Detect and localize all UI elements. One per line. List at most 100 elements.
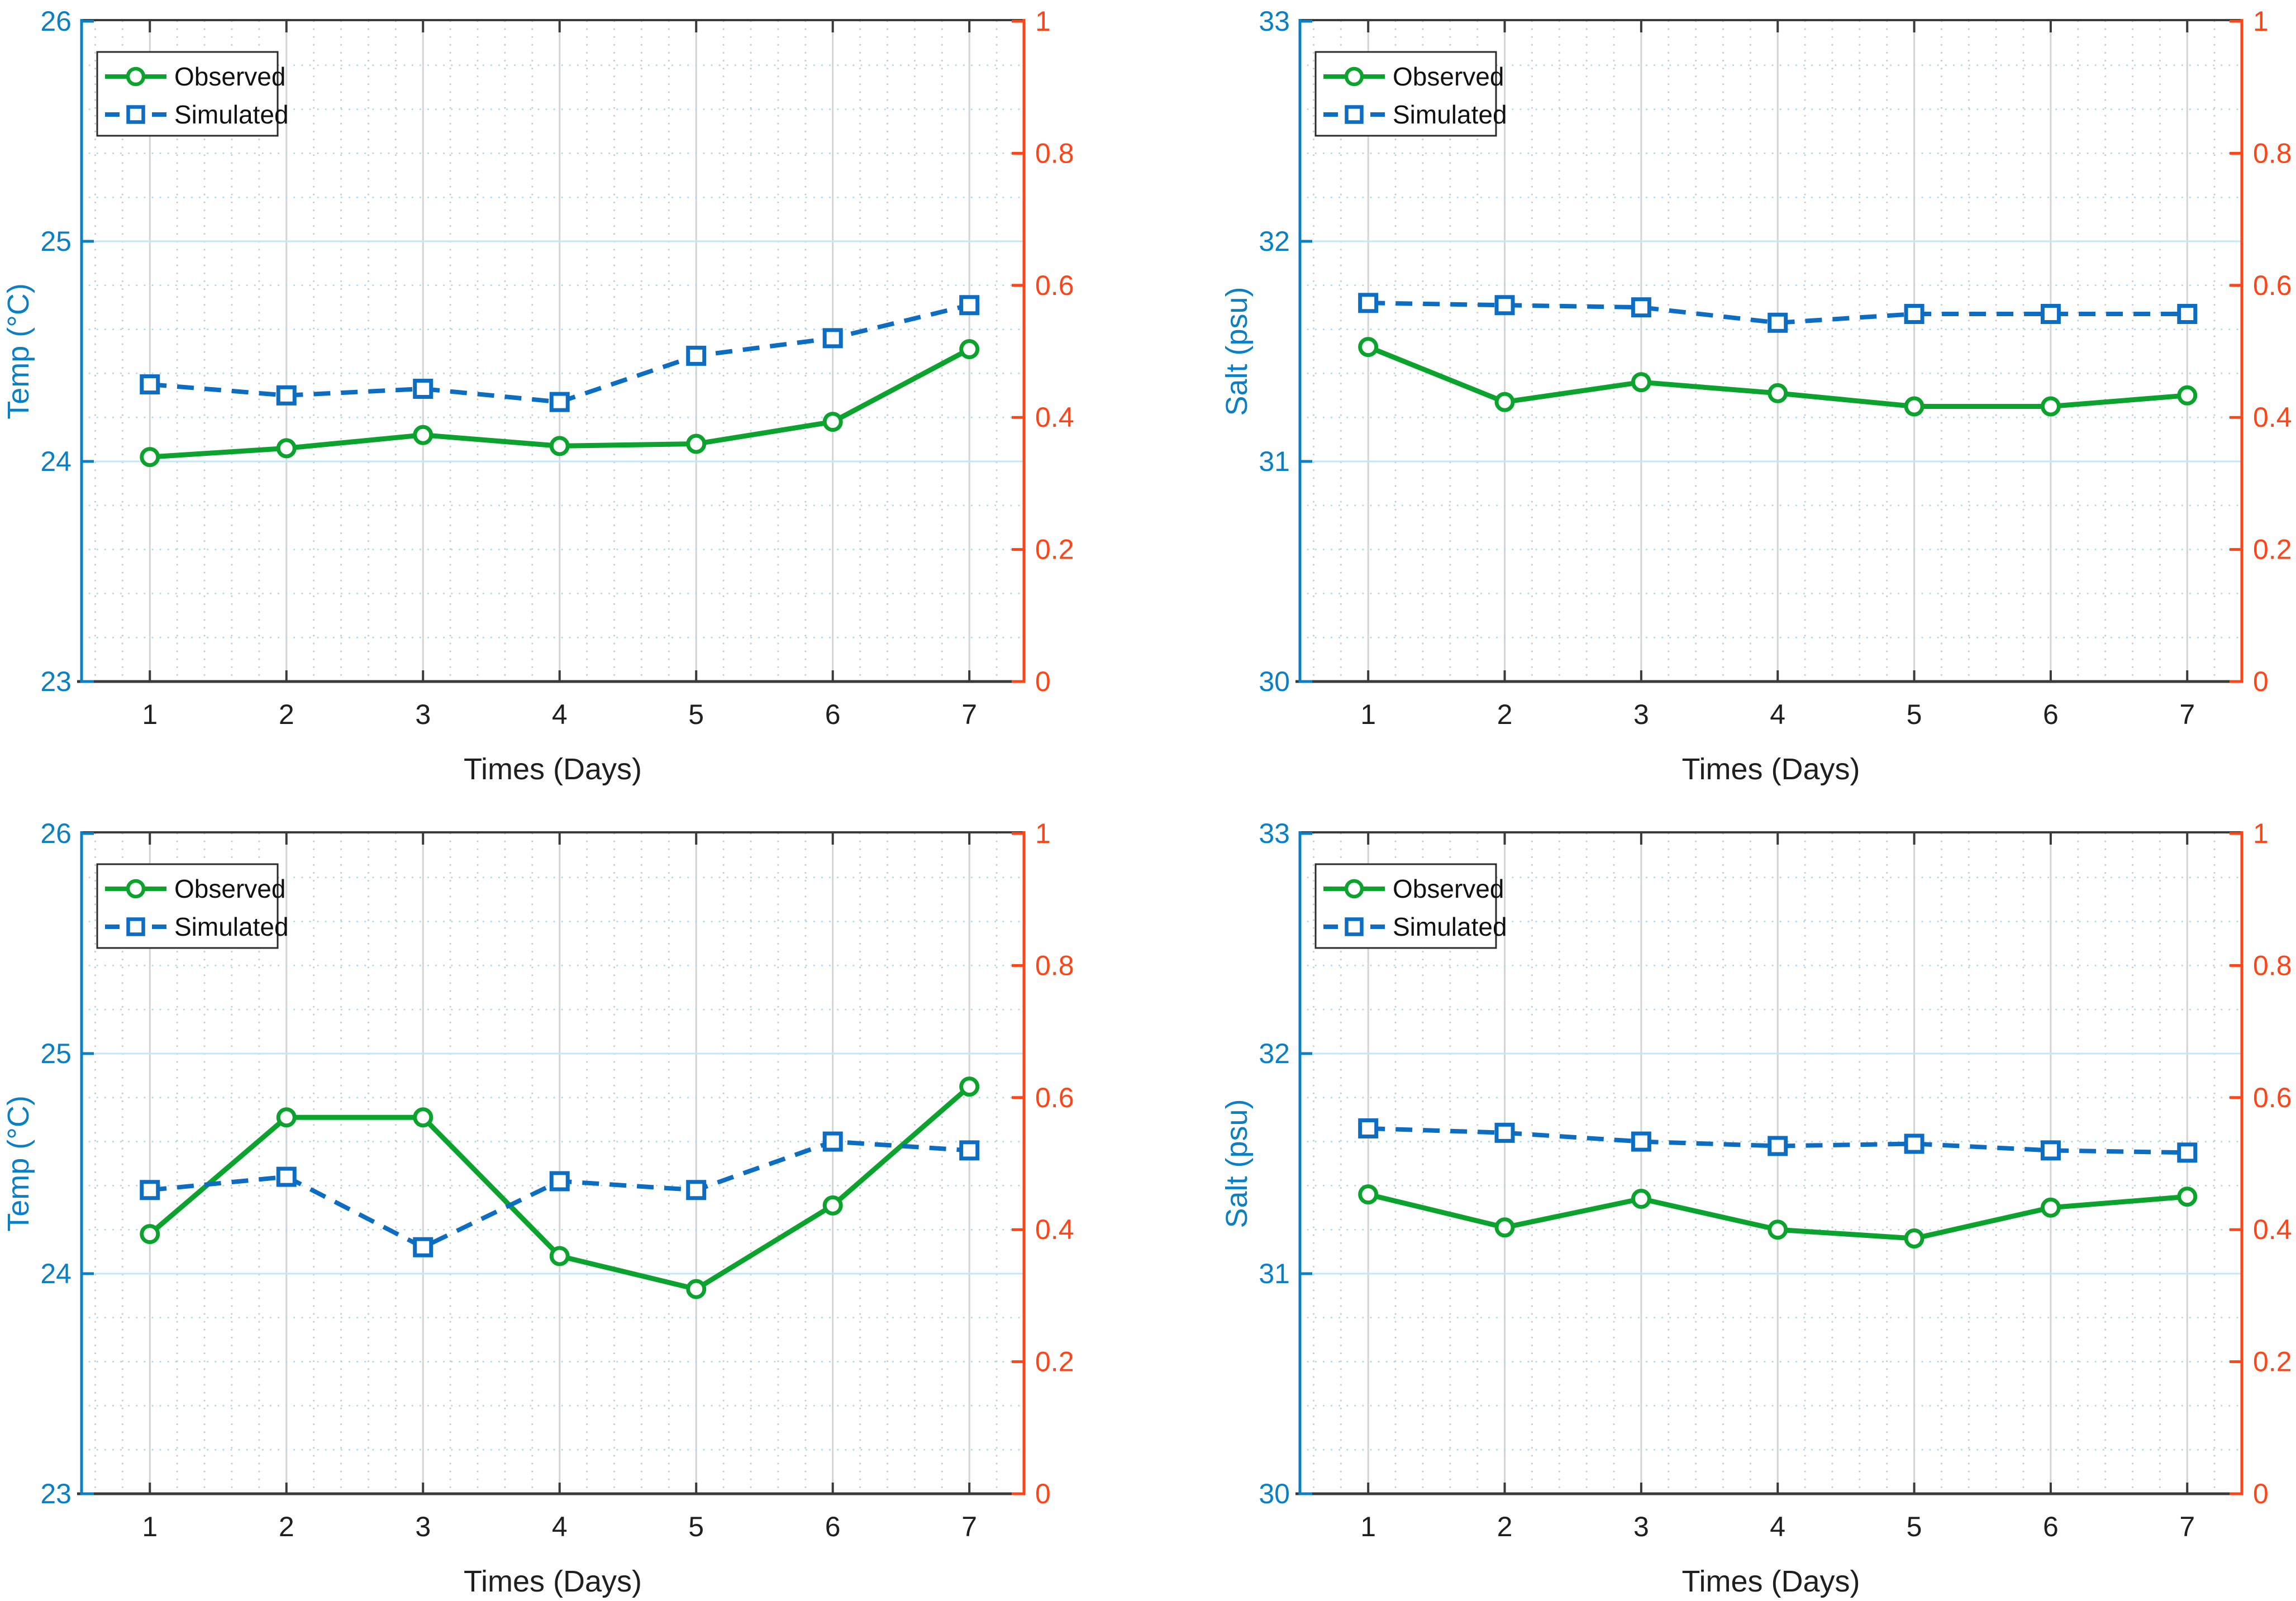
legend-label-simulated: Simulated bbox=[174, 100, 289, 129]
left-tick-label: 26 bbox=[40, 6, 72, 37]
right-tick-label: 1 bbox=[1035, 818, 1051, 849]
simulated-marker bbox=[1768, 1136, 1788, 1156]
x-tick-label: 1 bbox=[142, 699, 158, 730]
x-axis-label: Times (Days) bbox=[464, 752, 642, 786]
observed-marker bbox=[2040, 1197, 2061, 1218]
right-tick-label: 0.8 bbox=[2253, 137, 2292, 169]
right-tick-label: 0.2 bbox=[1035, 534, 1074, 565]
legend-simulated-marker bbox=[126, 917, 145, 936]
x-tick-label: 7 bbox=[961, 1511, 977, 1542]
observed-marker bbox=[1494, 1217, 1515, 1238]
simulated-marker bbox=[1631, 1131, 1651, 1152]
simulated-marker bbox=[276, 1166, 297, 1187]
observed-marker bbox=[2040, 396, 2061, 417]
right-tick-label: 0 bbox=[2253, 666, 2269, 697]
left-tick-label: 23 bbox=[40, 666, 72, 697]
simulated-marker bbox=[1494, 1122, 1515, 1143]
x-tick-label: 1 bbox=[1360, 1511, 1376, 1542]
legend-observed-marker bbox=[1344, 66, 1364, 87]
right-tick-label: 1 bbox=[2253, 6, 2269, 37]
observed-marker bbox=[549, 1246, 570, 1266]
right-tick-label: 0.4 bbox=[1035, 1214, 1074, 1245]
observed-marker bbox=[686, 433, 707, 454]
legend-simulated-marker bbox=[126, 105, 145, 124]
x-tick-label: 2 bbox=[279, 1511, 294, 1542]
left-tick-label: 31 bbox=[1259, 446, 1290, 477]
x-tick-label: 3 bbox=[415, 1511, 431, 1542]
legend-label-simulated: Simulated bbox=[1393, 912, 1507, 941]
simulated-marker bbox=[549, 392, 570, 412]
legend-label-observed: Observed bbox=[1393, 874, 1504, 903]
right-tick-label: 0.4 bbox=[2253, 1214, 2292, 1245]
x-tick-label: 2 bbox=[279, 699, 294, 730]
observed-marker bbox=[1904, 1228, 1925, 1249]
right-tick-label: 0.2 bbox=[2253, 534, 2292, 565]
x-tick-label: 4 bbox=[1770, 1511, 1785, 1542]
x-tick-label: 4 bbox=[552, 699, 568, 730]
x-tick-label: 6 bbox=[825, 1511, 841, 1542]
simulated-marker bbox=[2177, 304, 2198, 325]
simulated-marker bbox=[276, 385, 297, 406]
legend-label-observed: Observed bbox=[174, 62, 285, 91]
left-tick-label: 25 bbox=[40, 1038, 72, 1069]
simulated-marker bbox=[959, 1140, 980, 1161]
simulated-marker bbox=[686, 345, 707, 366]
x-tick-label: 3 bbox=[1633, 1511, 1649, 1542]
observed-marker bbox=[959, 339, 980, 360]
legend-simulated-marker bbox=[1345, 917, 1364, 936]
left-tick-label: 24 bbox=[40, 1258, 72, 1289]
x-tick-label: 5 bbox=[688, 1511, 704, 1542]
simulated-marker bbox=[140, 374, 160, 395]
x-tick-label: 2 bbox=[1497, 1511, 1513, 1542]
observed-marker bbox=[1768, 1219, 1788, 1240]
chart-salt-row1: 1 2 3 4 5 6 7 30 31 32 33 0 0.2 0.4 0.6 0.8 1 Times (Days… bbox=[1220, 6, 2292, 786]
x-axis-label: Times (Days) bbox=[1682, 1565, 1860, 1598]
observed-marker bbox=[822, 1195, 843, 1216]
observed-marker bbox=[959, 1076, 980, 1097]
right-tick-label: 0 bbox=[2253, 1478, 2269, 1509]
right-tick-label: 0.6 bbox=[1035, 270, 1074, 301]
right-tick-label: 1 bbox=[2253, 818, 2269, 849]
observed-marker bbox=[413, 425, 434, 445]
left-tick-label: 32 bbox=[1259, 1038, 1290, 1069]
legend-label-observed: Observed bbox=[1393, 62, 1504, 91]
x-tick-label: 3 bbox=[415, 699, 431, 730]
x-axis-label: Times (Days) bbox=[464, 1565, 642, 1598]
left-tick-label: 26 bbox=[40, 818, 72, 849]
legend-observed-marker bbox=[126, 66, 146, 87]
x-tick-label: 5 bbox=[688, 699, 704, 730]
observed-marker bbox=[276, 1107, 297, 1128]
right-tick-label: 0.4 bbox=[1035, 402, 1074, 433]
right-tick-label: 0 bbox=[1035, 666, 1051, 697]
x-axis-label: Times (Days) bbox=[1682, 752, 1860, 786]
right-tick-label: 0.2 bbox=[1035, 1346, 1074, 1378]
right-tick-label: 0.8 bbox=[1035, 950, 1074, 981]
right-tick-label: 0.2 bbox=[2253, 1346, 2292, 1378]
observed-marker bbox=[1631, 1189, 1651, 1209]
x-tick-label: 4 bbox=[552, 1511, 568, 1542]
legend-simulated-marker bbox=[1345, 105, 1364, 124]
right-tick-label: 0.8 bbox=[1035, 137, 1074, 169]
left-tick-label: 30 bbox=[1259, 666, 1290, 697]
observed-marker bbox=[2177, 1187, 2198, 1207]
simulated-marker bbox=[822, 1131, 843, 1152]
left-tick-label: 32 bbox=[1259, 226, 1290, 257]
left-tick-label: 33 bbox=[1259, 818, 1290, 849]
observed-marker bbox=[1358, 1184, 1379, 1205]
simulated-marker bbox=[413, 1237, 434, 1257]
legend-label-observed: Observed bbox=[174, 874, 285, 903]
x-tick-label: 2 bbox=[1497, 699, 1513, 730]
left-tick-label: 24 bbox=[40, 446, 72, 477]
simulated-marker bbox=[1631, 297, 1651, 318]
y-axis-label: Salt (psu) bbox=[1220, 287, 1254, 416]
x-tick-label: 6 bbox=[2043, 1511, 2059, 1542]
observed-marker bbox=[2177, 385, 2198, 406]
simulated-marker bbox=[2177, 1142, 2198, 1163]
observed-marker bbox=[1904, 396, 1925, 417]
right-tick-label: 0.4 bbox=[2253, 402, 2292, 433]
right-tick-label: 0.6 bbox=[1035, 1082, 1074, 1113]
x-tick-label: 5 bbox=[1907, 699, 1922, 730]
y-axis-label: Temp (°C) bbox=[2, 1095, 35, 1232]
